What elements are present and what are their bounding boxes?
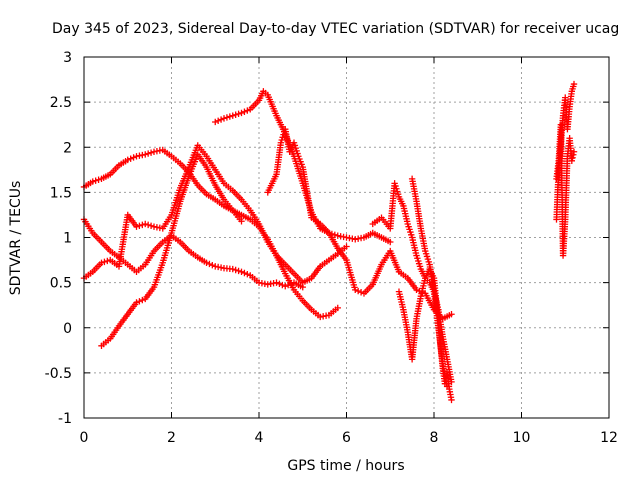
tick-marks	[83, 56, 610, 419]
data-point-fill	[217, 116, 225, 123]
data-point-fill	[127, 155, 134, 162]
data-point-fill	[569, 154, 576, 161]
data-point-fill	[244, 107, 251, 114]
data-point	[133, 299, 140, 306]
data-point-fill	[139, 296, 146, 304]
data-point	[448, 311, 455, 318]
data-point	[220, 115, 228, 122]
data-point-fill	[144, 221, 152, 229]
data-point	[203, 259, 210, 266]
x-tick-label: 10	[513, 430, 531, 446]
data-point-fill	[570, 151, 577, 158]
data-point-fill	[226, 113, 234, 120]
data-point-fill	[101, 258, 108, 266]
x-tick-label: 0	[80, 430, 89, 446]
data-point-fill	[214, 117, 222, 124]
data-point-fill	[95, 176, 102, 183]
y-tick-labels: -1 -0.5 0 0.5 1 1.5 2 2.5 3	[45, 50, 72, 427]
data-point	[568, 157, 576, 164]
data-point	[89, 178, 96, 185]
data-point	[124, 156, 131, 164]
data-point-fill	[354, 287, 362, 295]
data-point-fill	[147, 149, 155, 156]
data-point	[282, 283, 289, 290]
data-point	[387, 238, 394, 246]
x-tick-labels: 0 2 4 6 8 10 12	[80, 430, 618, 446]
data-point-fill	[279, 281, 286, 289]
points	[80, 80, 578, 404]
y-tick-label: 0.5	[50, 276, 72, 292]
data-point-fill	[209, 261, 216, 269]
data-point	[238, 109, 245, 117]
data-point	[133, 223, 140, 230]
data-point-fill	[244, 271, 251, 278]
data-point	[570, 80, 578, 88]
data-point-fill	[104, 257, 111, 265]
data-point	[98, 259, 105, 266]
data-point-fill	[136, 298, 143, 305]
data-point-fill	[92, 177, 99, 184]
data-point-fill	[235, 110, 242, 118]
y-tick-label: 3	[63, 50, 72, 66]
data-point	[448, 396, 455, 404]
data-point	[334, 304, 341, 312]
data-point-fill	[206, 260, 213, 268]
data-point	[273, 279, 280, 286]
y-axis-label: SDTVAR / TECUs	[8, 181, 24, 296]
data-point	[443, 383, 451, 390]
data-point-fill	[232, 111, 239, 118]
x-tick-label: 2	[167, 430, 176, 446]
y-tick-label: 1	[63, 231, 72, 247]
chart-title: Day 345 of 2023, Sidereal Day-to-day VTE…	[52, 21, 619, 37]
y-tick-label: 2.5	[50, 95, 72, 111]
x-tick-label: 4	[255, 430, 264, 446]
data-point	[229, 112, 236, 119]
data-point	[238, 218, 245, 225]
data-point	[142, 151, 149, 158]
data-point-fill	[276, 280, 283, 288]
data-point	[238, 268, 245, 275]
data-point-fill	[139, 221, 146, 229]
data-point-fill	[130, 154, 137, 161]
x-tick-label: 8	[430, 430, 439, 446]
data-point-fill	[223, 114, 231, 121]
data-point-fill	[144, 150, 152, 157]
data-point-fill	[147, 222, 155, 229]
y-tick-label: 2	[63, 140, 72, 156]
data-point	[352, 286, 359, 294]
data-point	[343, 243, 350, 250]
data-point-fill	[136, 222, 143, 229]
y-tick-label: 0	[63, 321, 72, 337]
y-tick-label: -0.5	[45, 366, 72, 382]
data-point	[229, 265, 236, 273]
data-point-fill	[232, 266, 239, 274]
x-axis-label: GPS time / hours	[287, 458, 404, 474]
y-tick-label: 1.5	[50, 185, 72, 201]
data-point	[413, 286, 420, 294]
data-point	[212, 118, 219, 126]
data-point-fill	[241, 269, 248, 277]
data-point	[142, 220, 149, 228]
data-point	[570, 148, 578, 155]
x-tick-label: 12	[600, 430, 618, 446]
data-point-fill	[235, 267, 242, 275]
data-point-fill	[241, 108, 248, 115]
y-tick-label: -1	[58, 411, 72, 427]
x-tick-label: 6	[342, 430, 351, 446]
data-point-fill	[284, 281, 292, 289]
